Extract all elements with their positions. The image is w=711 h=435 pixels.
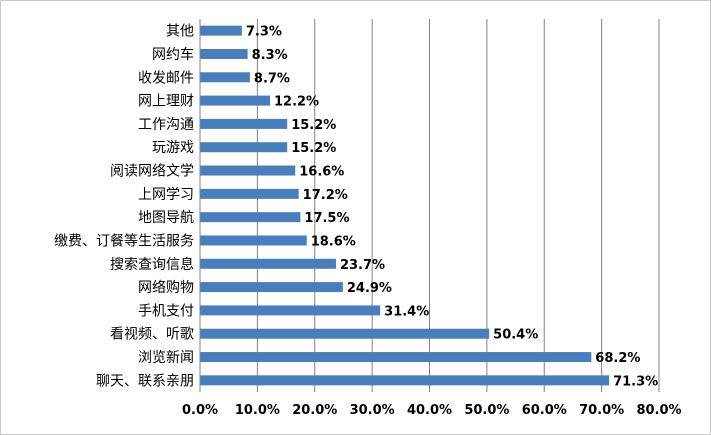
bar: [200, 305, 381, 316]
category-label: 看视频、听歌: [110, 327, 194, 343]
bar: [200, 375, 610, 386]
category-label: 缴费、订餐等生活服务: [54, 232, 194, 249]
category-label: 地图导航: [138, 210, 194, 226]
category-label: 搜索查询信息: [110, 256, 194, 273]
category-label: 网络购物: [138, 280, 194, 296]
x-tick-label: 70.0%: [579, 403, 624, 418]
value-label: 12.2%: [274, 95, 319, 110]
category-label: 其他: [166, 24, 194, 40]
x-tick-label: 10.0%: [235, 403, 280, 418]
category-label: 玩游戏: [152, 140, 194, 156]
x-tick-label: 20.0%: [292, 403, 337, 418]
value-label: 8.7%: [254, 71, 290, 86]
x-axis-tick-labels: 0.0% 10.0% 20.0% 30.0% 40.0% 50.0% 60.0% 70.0% 8…: [182, 403, 682, 418]
bar: [200, 212, 301, 223]
x-tick-label: 30.0%: [350, 403, 395, 418]
bar: [200, 258, 336, 269]
bar: [200, 352, 592, 363]
category-label: 阅读网络文学: [110, 163, 194, 180]
bar: [200, 188, 299, 199]
category-label: 网上理财: [138, 94, 194, 110]
bar: [200, 48, 248, 59]
x-tick-label: 0.0%: [182, 403, 218, 418]
value-label: 15.2%: [291, 141, 336, 156]
bars: [200, 25, 610, 386]
bar: [200, 282, 343, 293]
value-label: 18.6%: [311, 234, 356, 249]
x-tick-label: 40.0%: [407, 403, 452, 418]
category-label: 工作沟通: [138, 117, 194, 133]
bar: [200, 328, 490, 339]
x-tick-label: 50.0%: [464, 403, 509, 418]
category-label: 上网学习: [138, 187, 194, 203]
category-label: 浏览新闻: [138, 350, 194, 366]
value-labels: 7.3% 8.3% 8.7% 12.2% 15.2% 15.2% 16.6% 17.2% 17.…: [246, 25, 658, 390]
category-labels: 其他网约车收发邮件网上理财工作沟通玩游戏阅读网络文学上网学习地图导航缴费、订餐等…: [54, 24, 194, 390]
bar: [200, 165, 296, 176]
bar: [200, 118, 288, 129]
value-label: 23.7%: [340, 258, 385, 273]
bar: [200, 72, 250, 83]
category-label: 聊天、联系亲朋: [96, 373, 194, 389]
value-label: 71.3%: [613, 374, 658, 389]
bar: [200, 25, 242, 36]
category-label: 手机支付: [138, 303, 194, 319]
value-label: 24.9%: [347, 281, 392, 296]
value-label: 50.4%: [493, 328, 538, 343]
value-label: 17.5%: [304, 211, 349, 226]
value-label: 15.2%: [291, 118, 336, 133]
value-label: 68.2%: [595, 351, 640, 366]
bar: [200, 142, 288, 153]
x-tick-label: 80.0%: [636, 403, 681, 418]
value-label: 17.2%: [303, 188, 348, 203]
value-label: 31.4%: [384, 304, 429, 319]
x-tick-label: 60.0%: [522, 403, 567, 418]
category-label: 收发邮件: [138, 70, 194, 86]
category-label: 网约车: [152, 46, 194, 63]
value-label: 8.3%: [252, 48, 288, 63]
value-label: 16.6%: [299, 165, 344, 180]
value-label: 7.3%: [246, 25, 282, 40]
bar: [200, 95, 270, 106]
bar: [200, 235, 307, 246]
